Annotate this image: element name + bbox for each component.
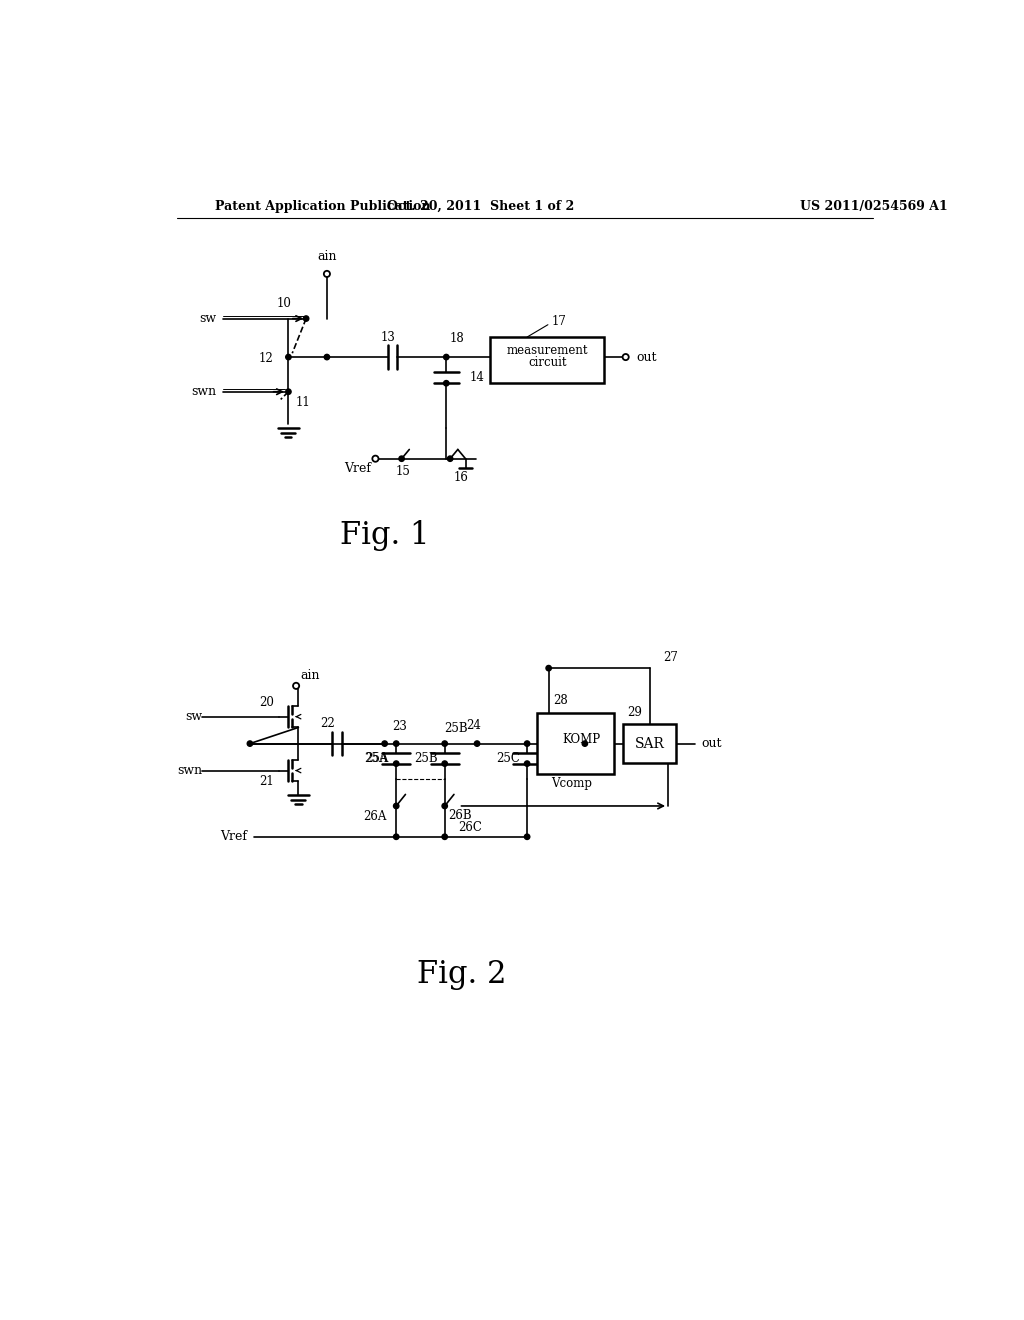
Circle shape	[393, 804, 399, 809]
Text: out: out	[701, 737, 722, 750]
Text: 25A: 25A	[364, 751, 387, 764]
Bar	[624, 725, 676, 763]
Circle shape	[286, 354, 291, 360]
Circle shape	[442, 834, 447, 840]
Text: 15: 15	[395, 465, 411, 478]
Text: 14: 14	[469, 371, 484, 384]
Text: SAR: SAR	[635, 737, 665, 751]
Text: 26A: 26A	[362, 810, 386, 824]
Circle shape	[443, 380, 449, 385]
Text: 25C: 25C	[544, 763, 568, 776]
Text: out: out	[637, 351, 657, 363]
Text: 25A: 25A	[366, 751, 389, 764]
Circle shape	[623, 354, 629, 360]
Text: 28: 28	[553, 694, 567, 708]
Circle shape	[393, 834, 399, 840]
Text: ain: ain	[300, 668, 319, 681]
Circle shape	[399, 455, 404, 462]
Text: 27: 27	[664, 651, 678, 664]
Circle shape	[303, 315, 309, 321]
Text: ain: ain	[317, 249, 337, 263]
Circle shape	[247, 741, 253, 746]
Circle shape	[373, 455, 379, 462]
Circle shape	[382, 741, 387, 746]
Text: 21: 21	[259, 775, 274, 788]
Circle shape	[474, 741, 480, 746]
Text: 26C: 26C	[459, 821, 482, 834]
Circle shape	[393, 760, 399, 767]
Circle shape	[293, 682, 299, 689]
Text: swn: swn	[177, 764, 202, 777]
Text: US 2011/0254569 A1: US 2011/0254569 A1	[801, 199, 948, 213]
Text: 25B: 25B	[444, 722, 468, 735]
Circle shape	[442, 804, 447, 809]
Text: 25C: 25C	[497, 751, 520, 764]
Circle shape	[324, 271, 330, 277]
Text: measurement: measurement	[507, 345, 588, 358]
Text: 16: 16	[454, 471, 468, 483]
Circle shape	[393, 741, 399, 746]
Text: 17: 17	[552, 315, 566, 329]
Text: 20: 20	[259, 696, 274, 709]
Text: swn: swn	[191, 385, 217, 399]
Text: sw: sw	[185, 710, 202, 723]
Text: 23: 23	[392, 721, 408, 733]
Text: Patent Application Publication: Patent Application Publication	[215, 199, 431, 213]
Text: 29: 29	[628, 705, 642, 718]
Text: KOMP: KOMP	[563, 733, 601, 746]
Text: Vref: Vref	[220, 830, 248, 843]
Text: 11: 11	[296, 396, 311, 409]
Circle shape	[447, 455, 453, 462]
Text: Oct. 20, 2011  Sheet 1 of 2: Oct. 20, 2011 Sheet 1 of 2	[387, 199, 574, 213]
Circle shape	[286, 389, 291, 395]
Circle shape	[443, 354, 449, 360]
Text: Vcomp: Vcomp	[551, 777, 592, 791]
Text: sw: sw	[200, 312, 217, 325]
Text: Vref: Vref	[344, 462, 371, 475]
Circle shape	[442, 741, 447, 746]
Text: Fig. 2: Fig. 2	[417, 960, 507, 990]
Circle shape	[524, 760, 529, 767]
Text: 24: 24	[466, 718, 480, 731]
Text: 26B: 26B	[449, 809, 472, 822]
Bar	[538, 713, 614, 775]
Circle shape	[442, 760, 447, 767]
Circle shape	[546, 665, 551, 671]
Circle shape	[524, 834, 529, 840]
Text: 10: 10	[278, 297, 292, 310]
Circle shape	[583, 741, 588, 746]
Text: 18: 18	[451, 333, 465, 345]
Text: 25B: 25B	[414, 751, 437, 764]
Bar	[490, 337, 604, 383]
Text: 22: 22	[321, 717, 335, 730]
Text: 12: 12	[258, 352, 273, 366]
Text: Fig. 1: Fig. 1	[340, 520, 429, 552]
Circle shape	[325, 354, 330, 360]
Text: 13: 13	[381, 330, 396, 343]
Text: circuit: circuit	[528, 356, 566, 370]
Circle shape	[524, 741, 529, 746]
